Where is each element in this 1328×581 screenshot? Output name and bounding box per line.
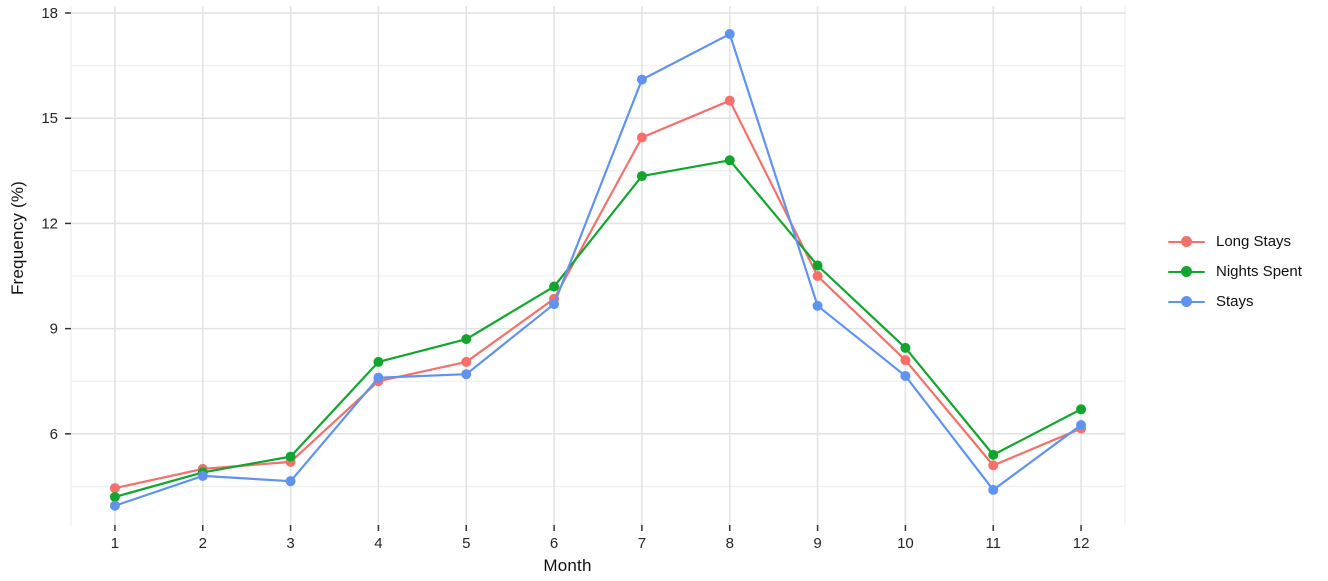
x-tick-label: 7 — [638, 535, 646, 552]
legend-key-icon — [1168, 236, 1205, 248]
x-axis-title: Month — [543, 556, 592, 575]
legend-item-long-stays: Long Stays — [1168, 233, 1302, 250]
legend: Long Stays Nights Spent Stays — [1168, 233, 1302, 310]
legend-dot-swatch — [1181, 266, 1192, 277]
legend-item-stays: Stays — [1168, 293, 1302, 310]
legend-label: Stays — [1216, 293, 1254, 310]
data-point-long-stays-month-10 — [900, 355, 911, 366]
x-tick-label: 9 — [813, 535, 821, 552]
x-tick-label: 1 — [111, 535, 119, 552]
y-tick-label: 18 — [41, 5, 58, 22]
data-point-stays-month-4 — [373, 372, 384, 383]
series-line-stays — [114, 32, 1082, 507]
x-tick-label: 11 — [985, 535, 1001, 552]
data-point-nights-spent-month-3 — [285, 451, 296, 462]
data-point-nights-spent-month-4 — [373, 356, 384, 367]
x-tick-label: 3 — [286, 535, 294, 552]
x-tick-label: 5 — [462, 535, 470, 552]
data-point-stays-month-5 — [461, 369, 472, 380]
data-point-nights-spent-month-8 — [724, 155, 735, 166]
x-tick-label: 6 — [550, 535, 558, 552]
data-point-nights-spent-month-10 — [900, 342, 911, 353]
legend-key-icon — [1168, 296, 1205, 308]
x-tick-label: 8 — [726, 535, 734, 552]
data-point-nights-spent-month-11 — [988, 449, 999, 460]
data-point-nights-spent-month-7 — [636, 171, 647, 182]
legend-label: Long Stays — [1216, 233, 1292, 250]
data-point-stays-month-12 — [1076, 420, 1087, 431]
data-point-nights-spent-month-9 — [812, 260, 823, 271]
data-point-stays-month-8 — [724, 29, 735, 40]
x-tick-label: 2 — [199, 535, 207, 552]
data-point-stays-month-11 — [988, 484, 999, 495]
data-point-nights-spent-month-6 — [549, 281, 560, 292]
data-point-long-stays-month-11 — [988, 460, 999, 471]
data-point-long-stays-month-7 — [636, 132, 647, 143]
data-point-long-stays-month-1 — [109, 483, 120, 494]
legend-key-icon — [1168, 266, 1205, 278]
legend-dot-swatch — [1181, 236, 1192, 247]
y-tick-label: 9 — [50, 321, 58, 338]
data-point-nights-spent-month-1 — [109, 491, 120, 502]
legend-item-nights-spent: Nights Spent — [1168, 263, 1302, 280]
legend-dot-swatch — [1181, 296, 1192, 307]
data-point-stays-month-10 — [900, 370, 911, 381]
series-line-long-stays — [114, 99, 1082, 490]
data-point-long-stays-month-8 — [724, 95, 735, 106]
data-point-stays-month-3 — [285, 476, 296, 487]
data-point-stays-month-7 — [636, 74, 647, 85]
y-axis-title: Frequency (%) — [8, 180, 27, 296]
data-point-stays-month-1 — [109, 500, 120, 511]
series-line-nights-spent — [114, 159, 1082, 499]
data-point-nights-spent-month-12 — [1076, 404, 1087, 415]
data-point-long-stays-month-9 — [812, 271, 823, 282]
y-tick-label: 15 — [41, 110, 58, 127]
x-tick-label: 4 — [374, 535, 382, 552]
data-point-stays-month-9 — [812, 300, 823, 311]
data-point-stays-month-6 — [549, 299, 560, 310]
data-point-long-stays-month-5 — [461, 356, 472, 367]
y-tick-label: 12 — [41, 215, 58, 232]
data-point-stays-month-2 — [197, 470, 208, 481]
y-tick-label: 6 — [50, 426, 58, 443]
legend-label: Nights Spent — [1216, 263, 1302, 280]
x-tick-label: 10 — [897, 535, 914, 552]
data-point-nights-spent-month-5 — [461, 334, 472, 345]
x-tick-label: 12 — [1073, 535, 1090, 552]
